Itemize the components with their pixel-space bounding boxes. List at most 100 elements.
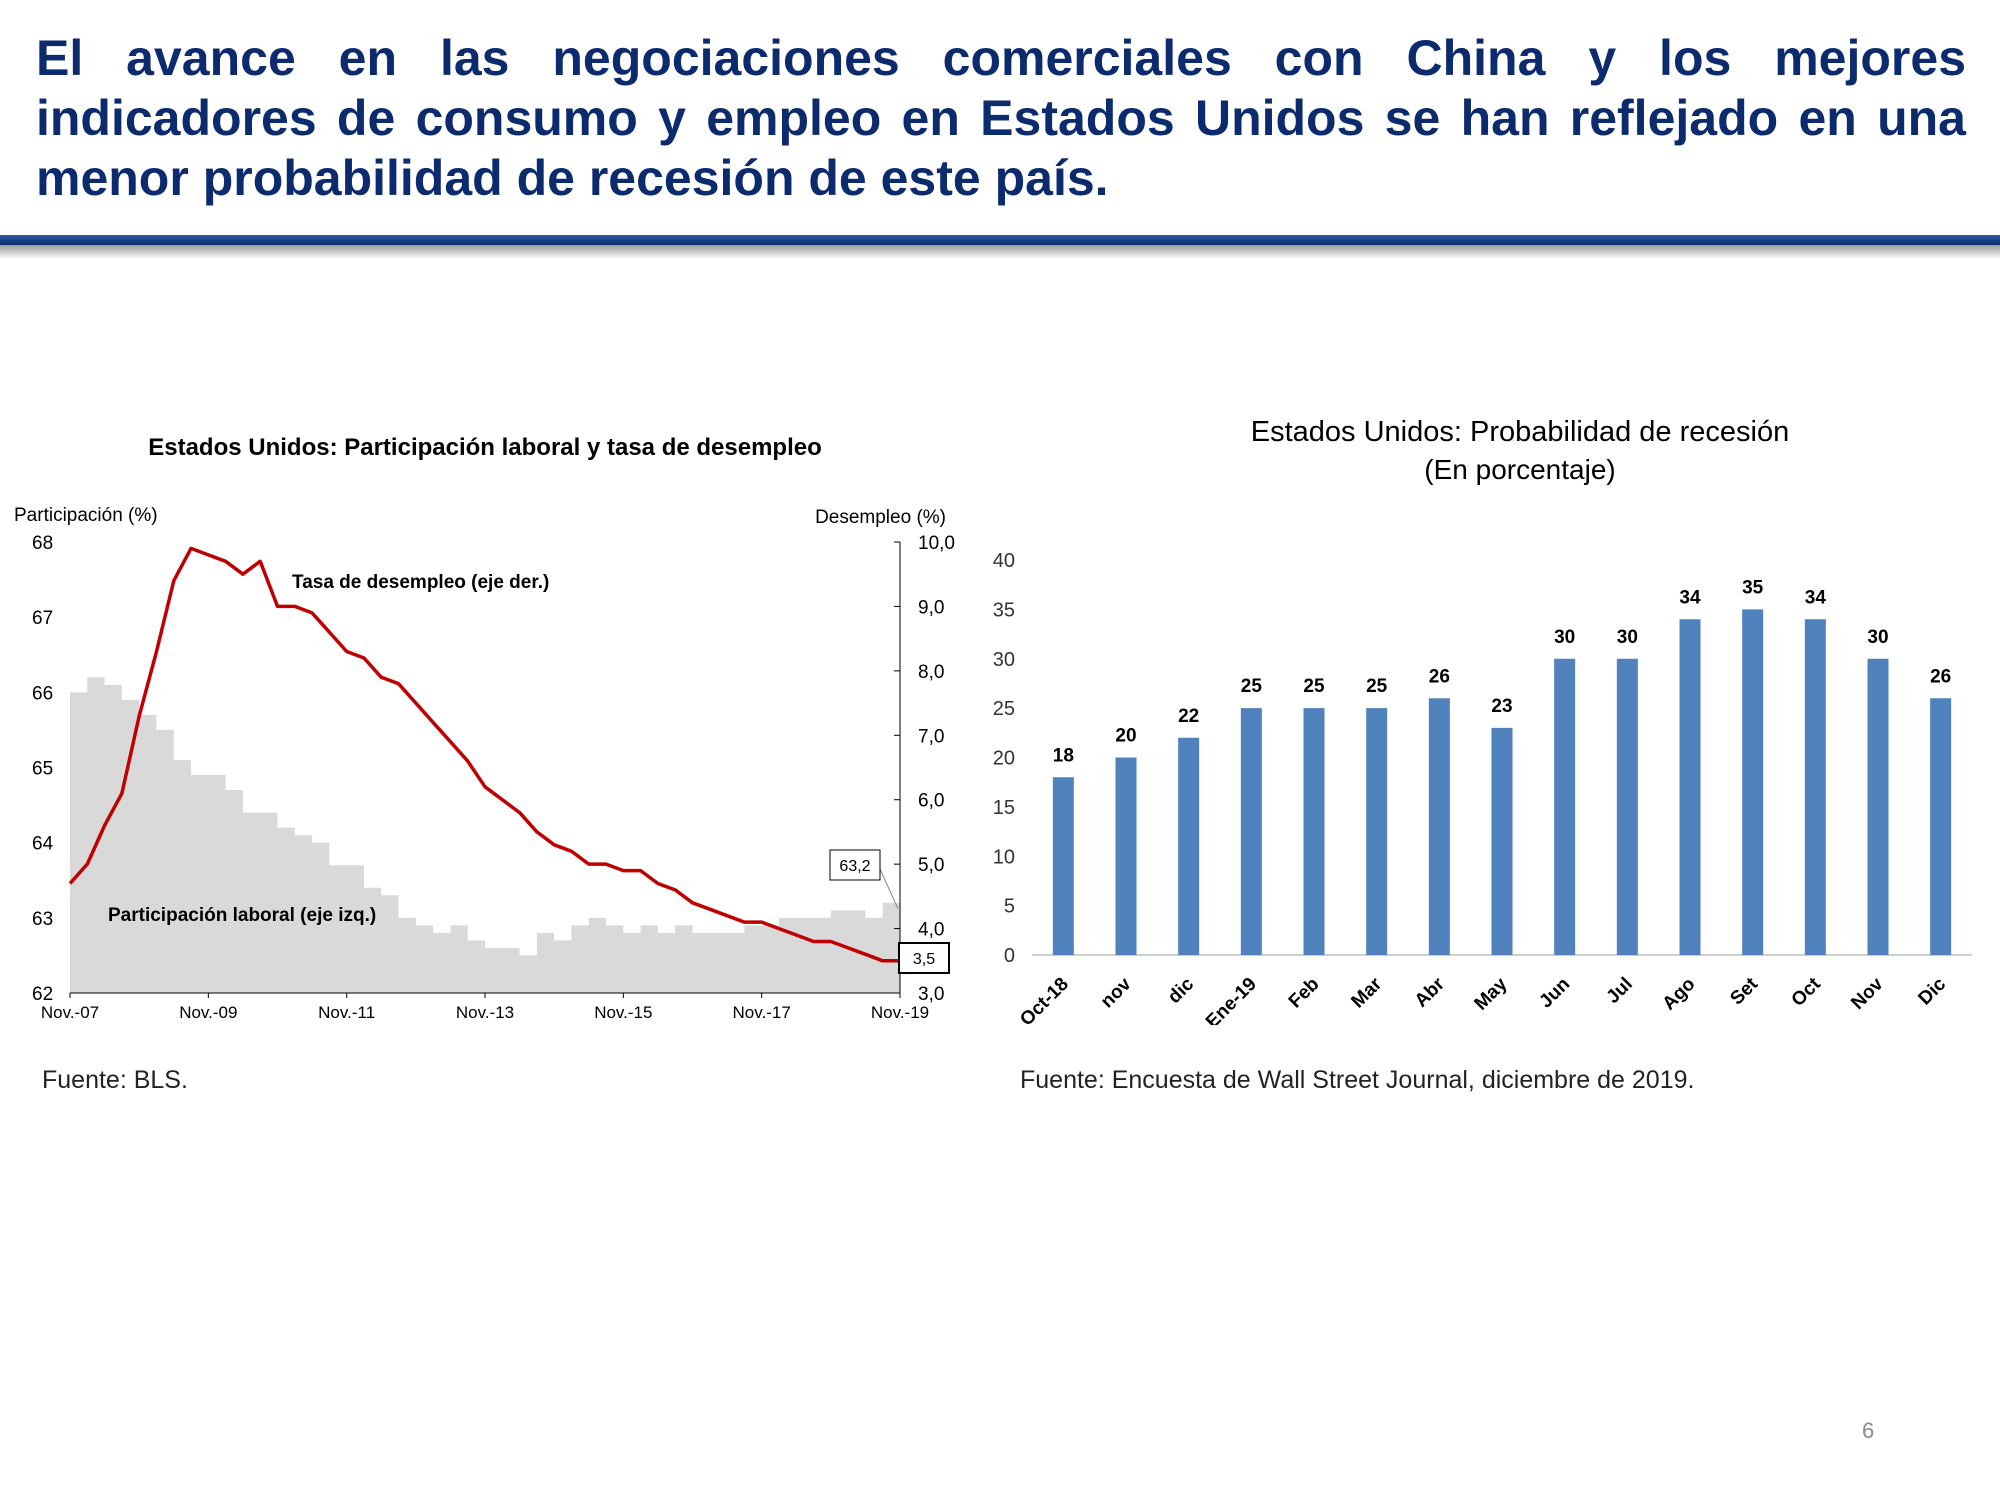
left-tick-label: 63 xyxy=(32,909,53,930)
labor-chart: Estados Unidos: Participación laboral y … xyxy=(14,434,955,1022)
bar xyxy=(1804,619,1826,955)
y-tick-label: 10 xyxy=(993,846,1015,868)
bar-value-label: 26 xyxy=(1429,666,1450,687)
right-tick-label: 8,0 xyxy=(918,662,944,683)
bar xyxy=(1491,727,1513,955)
y-tick-label: 0 xyxy=(1004,945,1015,967)
bar-value-label: 25 xyxy=(1241,676,1263,697)
bar-value-label: 35 xyxy=(1742,577,1764,598)
x-tick-label: Nov xyxy=(1847,973,1888,1014)
page-title: El avance en las negociaciones comercial… xyxy=(36,30,1966,206)
y-tick-label: 5 xyxy=(1004,896,1015,918)
recession-chart-source: Fuente: Encuesta de Wall Street Journal,… xyxy=(1020,1066,1695,1094)
right-tick-label: 4,0 xyxy=(918,920,944,941)
right-tick-label: 6,0 xyxy=(918,791,944,812)
bar-value-label: 26 xyxy=(1930,666,1951,687)
participation-area xyxy=(70,677,900,993)
x-tick-label: May xyxy=(1471,973,1512,1014)
x-tick-label: Nov.-11 xyxy=(318,1003,375,1022)
bar xyxy=(1115,757,1137,955)
right-tick-label: 10,0 xyxy=(918,533,955,554)
x-tick-label: Nov.-15 xyxy=(594,1003,652,1022)
bar xyxy=(1303,708,1325,955)
y-tick-label: 35 xyxy=(993,599,1015,621)
x-tick-label: Jun xyxy=(1535,974,1574,1013)
x-tick-label: dic xyxy=(1164,973,1199,1008)
right-axis-label: Desempleo (%) xyxy=(815,507,946,528)
left-axis-label: Participación (%) xyxy=(14,505,158,526)
unemployment-line xyxy=(68,546,900,963)
x-tick-label: Ene-19 xyxy=(1202,974,1261,1025)
participation-callout-box xyxy=(829,849,881,881)
bar xyxy=(1178,737,1200,955)
bar xyxy=(1742,609,1764,955)
left-tick-label: 65 xyxy=(32,759,53,780)
bar-value-label: 30 xyxy=(1554,627,1575,648)
recession-chart-subtitle: (En porcentaje) xyxy=(1424,454,1615,485)
y-tick-label: 30 xyxy=(993,649,1015,671)
labor-plot-area: 6867666564636210,09,08,07,06,05,04,03,0N… xyxy=(32,533,955,1022)
y-tick-label: 40 xyxy=(993,550,1015,572)
participation-callout-line xyxy=(879,868,899,910)
right-tick-label: 7,0 xyxy=(918,726,944,747)
right-tick-label: 5,0 xyxy=(918,855,944,876)
y-tick-label: 20 xyxy=(993,748,1015,770)
right-tick-label: 9,0 xyxy=(918,597,944,618)
bar-value-label: 22 xyxy=(1178,706,1199,727)
x-tick-label: Feb xyxy=(1285,974,1324,1013)
x-tick-label: Nov.-13 xyxy=(456,1003,514,1022)
x-tick-label: Oct xyxy=(1788,973,1826,1011)
bar xyxy=(1616,658,1638,955)
title-divider xyxy=(0,235,2000,245)
left-tick-label: 68 xyxy=(32,533,53,554)
bar xyxy=(1554,658,1576,955)
left-tick-label: 67 xyxy=(32,608,53,629)
bar-value-label: 23 xyxy=(1491,696,1512,717)
title-divider-shadow xyxy=(0,245,2000,259)
labor-chart-source: Fuente: BLS. xyxy=(42,1066,188,1094)
bar xyxy=(1679,619,1701,955)
x-tick-label: Ago xyxy=(1659,974,1700,1015)
participation-callout-value: 63,2 xyxy=(839,858,870,875)
bar-value-label: 20 xyxy=(1115,726,1136,747)
recession-chart: Estados Unidos: Probabilidad de recesión… xyxy=(993,416,1972,1025)
bar xyxy=(1930,698,1952,955)
participation-series-label: Participación laboral (eje izq.) xyxy=(108,905,376,926)
left-tick-label: 62 xyxy=(32,984,53,1005)
bar-value-label: 25 xyxy=(1303,676,1325,697)
y-tick-label: 15 xyxy=(993,797,1015,819)
recession-chart-title: Estados Unidos: Probabilidad de recesión xyxy=(1251,416,1789,448)
x-tick-label: nov xyxy=(1097,973,1136,1012)
labor-chart-title: Estados Unidos: Participación laboral y … xyxy=(148,434,822,461)
bar xyxy=(1366,708,1388,955)
bar-value-label: 25 xyxy=(1366,676,1388,697)
x-tick-label: Oct-18 xyxy=(1016,974,1073,1025)
x-tick-label: Mar xyxy=(1347,973,1386,1012)
x-tick-label: Nov.-19 xyxy=(871,1003,929,1022)
bar-value-label: 34 xyxy=(1805,587,1827,608)
left-tick-label: 66 xyxy=(32,683,53,704)
bar-value-label: 34 xyxy=(1679,587,1701,608)
bar xyxy=(1428,698,1450,955)
bar xyxy=(1052,777,1074,955)
x-tick-label: Nov.-17 xyxy=(733,1003,791,1022)
unemployment-callout-value: 3,5 xyxy=(913,951,935,968)
bar xyxy=(1240,708,1262,955)
x-tick-label: Dic xyxy=(1914,973,1950,1009)
x-tick-label: Nov.-09 xyxy=(179,1003,237,1022)
bar xyxy=(1867,658,1889,955)
recession-plot-area: 0 5 10 15 20 25 30 35 40 18 Oct-18 20 nov 22 dic 25 Ene-… xyxy=(993,550,1972,1025)
bar-value-label: 30 xyxy=(1867,627,1888,648)
unemployment-series-label: Tasa de desempleo (eje der.) xyxy=(292,572,549,593)
bar-value-label: 18 xyxy=(1053,745,1074,766)
right-tick-label: 3,0 xyxy=(918,984,944,1005)
y-tick-label: 25 xyxy=(993,698,1015,720)
bar-value-label: 30 xyxy=(1617,627,1638,648)
page-number: 6 xyxy=(1862,1418,1875,1443)
x-tick-label: Jul xyxy=(1603,974,1637,1008)
unemployment-callout-box xyxy=(898,942,950,974)
x-tick-label: Abr xyxy=(1411,973,1449,1011)
x-tick-label: Nov.-07 xyxy=(41,1003,99,1022)
left-tick-label: 64 xyxy=(32,834,54,855)
x-tick-label: Set xyxy=(1726,973,1762,1009)
